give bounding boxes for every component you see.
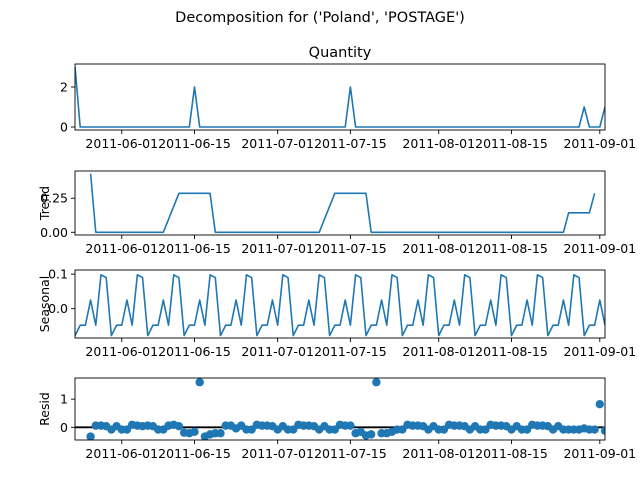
x-tick-label: 2011-09-01 [563,344,636,359]
x-tick-label: 2011-09-01 [563,136,636,151]
axes-frame [74,63,606,131]
y-axis-label: Seasonal [37,276,52,333]
resid-point [174,421,184,431]
x-tick-label: 2011-08-15 [475,446,548,461]
resid-point [195,378,204,387]
panel-title: Quantity [309,45,372,61]
axes-frame [74,377,606,441]
panel-observed: 0 2 2011-06-01 2011-06-15 2011-07-01 2011-07-… [60,45,636,151]
x-tick-label: 2011-06-01 [85,136,158,151]
x-tick-label: 2011-07-01 [241,344,314,359]
seasonal-line [75,274,605,337]
y-tick-label: 0 [60,120,68,135]
resid-point [216,429,225,438]
x-tick-label: 2011-06-15 [158,344,231,359]
resid-point [190,427,199,437]
x-tick-label: 2011-07-15 [314,344,387,359]
x-tick-label: 2011-07-15 [314,241,387,256]
x-tick-label: 2011-08-15 [475,344,548,359]
resid-point [611,432,619,440]
trend-line [89,173,596,234]
x-tick-label: 2011-07-15 [314,446,387,461]
x-tick-label: 2011-08-15 [475,241,548,256]
panel-resid: 0 1 2011-06-01 2011-06-15 2011-07-01 2011-07-… [37,377,636,461]
axes-frame [74,269,606,339]
x-tick-label: 2011-07-01 [241,241,314,256]
y-axis-label: Trend [37,186,52,221]
observed-line [75,66,605,128]
resid-point [600,426,605,435]
y-tick-label: 1 [60,392,68,407]
figure-title: Decomposition for ('Poland', 'POSTAGE') [175,10,465,26]
x-tick-label: 2011-08-01 [402,446,475,461]
x-tick-label: 2011-06-01 [85,241,158,256]
x-tick-label: 2011-07-15 [314,136,387,151]
x-tick-label: 2011-06-15 [158,446,231,461]
x-tick-label: 2011-09-01 [563,446,636,461]
resid-point [86,432,95,440]
resid-point [595,400,605,409]
x-tick-label: 2011-08-01 [402,136,475,151]
x-tick-label: 2011-06-01 [85,446,158,461]
resid-point [590,425,599,434]
y-tick-label: 0.25 [40,191,68,206]
y-tick-label: 0.1 [48,267,68,282]
y-tick-label: 0 [60,420,68,435]
resid-point [346,421,355,430]
y-axis-label: Resid [37,392,52,426]
axes-frame [74,170,606,236]
y-tick-label: 2 [60,80,68,95]
x-tick-label: 2011-07-01 [241,136,314,151]
x-tick-label: 2011-08-01 [402,241,475,256]
resid-point [372,378,381,387]
x-tick-label: 2011-09-01 [563,241,636,256]
x-tick-label: 2011-06-01 [85,344,158,359]
y-tick-label: 0.0 [48,301,68,316]
x-tick-label: 2011-07-01 [241,446,314,461]
resid-point [606,429,614,437]
x-tick-label: 2011-08-15 [475,136,548,151]
x-tick-label: 2011-06-15 [158,241,231,256]
resid-point [366,430,376,439]
y-tick-label: 0.00 [40,225,68,240]
x-tick-label: 2011-08-01 [402,344,475,359]
x-tick-label: 2011-06-15 [158,136,231,151]
